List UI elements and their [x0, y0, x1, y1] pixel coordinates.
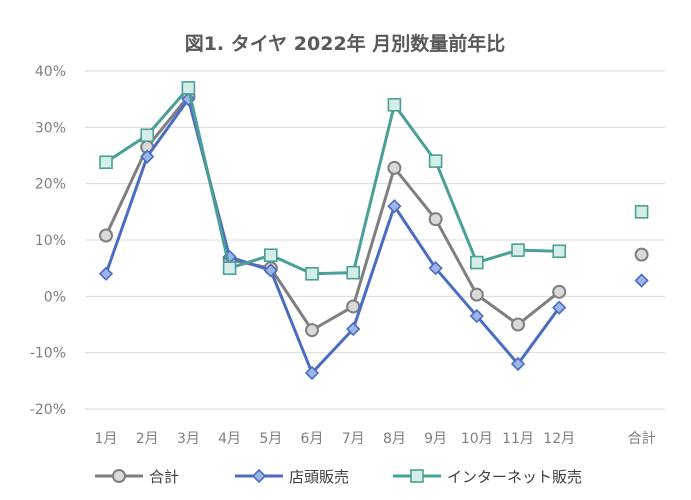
- data-point: [304, 365, 320, 381]
- series-3: [99, 81, 649, 281]
- x-tick-label: 10月: [461, 431, 493, 447]
- x-axis-tick-labels: 1月 2月 3月 4月 5月 6月 7月 8月 9月 10月 11月 12月 合計: [95, 431, 656, 447]
- legend-label: 店頭販売: [289, 468, 349, 486]
- data-point: [263, 248, 278, 263]
- y-axis-tick-labels: -20% -10% 0% 10% 20% 30% 40%: [30, 64, 66, 418]
- data-point: [98, 266, 114, 281]
- series-line: [105, 86, 560, 276]
- legend-label: インターネット販売: [447, 468, 582, 486]
- x-tick-label: 7月: [342, 431, 365, 447]
- series-2: [98, 92, 649, 381]
- data-point: [263, 263, 278, 278]
- x-tick-label: 1月: [95, 431, 118, 447]
- legend-marker: [112, 469, 126, 483]
- data-point: [510, 356, 526, 372]
- data-point: [469, 287, 484, 302]
- y-tick-label: 20%: [35, 177, 66, 193]
- data-point: [305, 266, 319, 281]
- data-point: [511, 243, 525, 257]
- data-point: [346, 265, 361, 280]
- x-tick-label: 3月: [177, 431, 200, 447]
- data-point: [634, 247, 649, 262]
- data-point: [634, 205, 649, 219]
- series-line: [104, 97, 561, 375]
- y-tick-label: -20%: [30, 402, 66, 418]
- legend-item: 合計: [95, 468, 179, 486]
- legend-marker: [251, 468, 267, 484]
- data-point: [428, 212, 443, 227]
- x-tick-label: 合計: [628, 431, 656, 447]
- series-group: [98, 81, 649, 381]
- data-point: [222, 261, 237, 275]
- data-point: [346, 299, 361, 314]
- legend: 合計 店頭販売 インターネット販売: [95, 468, 582, 486]
- data-point: [99, 155, 113, 170]
- y-tick-label: -10%: [30, 346, 66, 362]
- y-tick-label: 40%: [35, 64, 66, 80]
- x-tick-label: 8月: [383, 431, 406, 447]
- data-point: [634, 273, 649, 288]
- x-tick-label: 4月: [218, 431, 241, 447]
- series-line: [104, 94, 561, 332]
- data-point: [387, 160, 402, 175]
- legend-marker: [410, 469, 424, 483]
- data-point: [387, 98, 402, 112]
- y-tick-label: 10%: [35, 233, 66, 249]
- data-point: [552, 300, 567, 315]
- y-tick-label: 0%: [44, 289, 66, 305]
- legend-label: 合計: [149, 468, 179, 486]
- data-point: [469, 308, 484, 324]
- legend-item: インターネット販売: [393, 468, 582, 486]
- data-point: [99, 228, 113, 243]
- x-tick-label: 5月: [259, 431, 282, 447]
- chart-title: 図1. タイヤ 2022年 月別数量前年比: [185, 32, 506, 55]
- data-point: [346, 321, 361, 337]
- data-point: [305, 323, 319, 338]
- data-point: [387, 199, 402, 214]
- data-point: [552, 284, 567, 299]
- data-point: [140, 128, 154, 143]
- x-tick-label: 11月: [502, 431, 534, 447]
- y-tick-label: 30%: [35, 120, 66, 136]
- data-point: [140, 149, 155, 164]
- data-point: [552, 244, 567, 259]
- x-tick-label: 12月: [543, 431, 575, 447]
- x-tick-label: 2月: [136, 431, 159, 447]
- data-point: [181, 81, 196, 95]
- data-point: [428, 154, 443, 168]
- x-tick-label: 6月: [301, 431, 324, 447]
- data-point: [511, 317, 525, 332]
- legend-item: 店頭販売: [235, 468, 349, 486]
- x-tick-label: 9月: [424, 431, 447, 447]
- data-point: [428, 261, 443, 276]
- data-point: [469, 255, 484, 270]
